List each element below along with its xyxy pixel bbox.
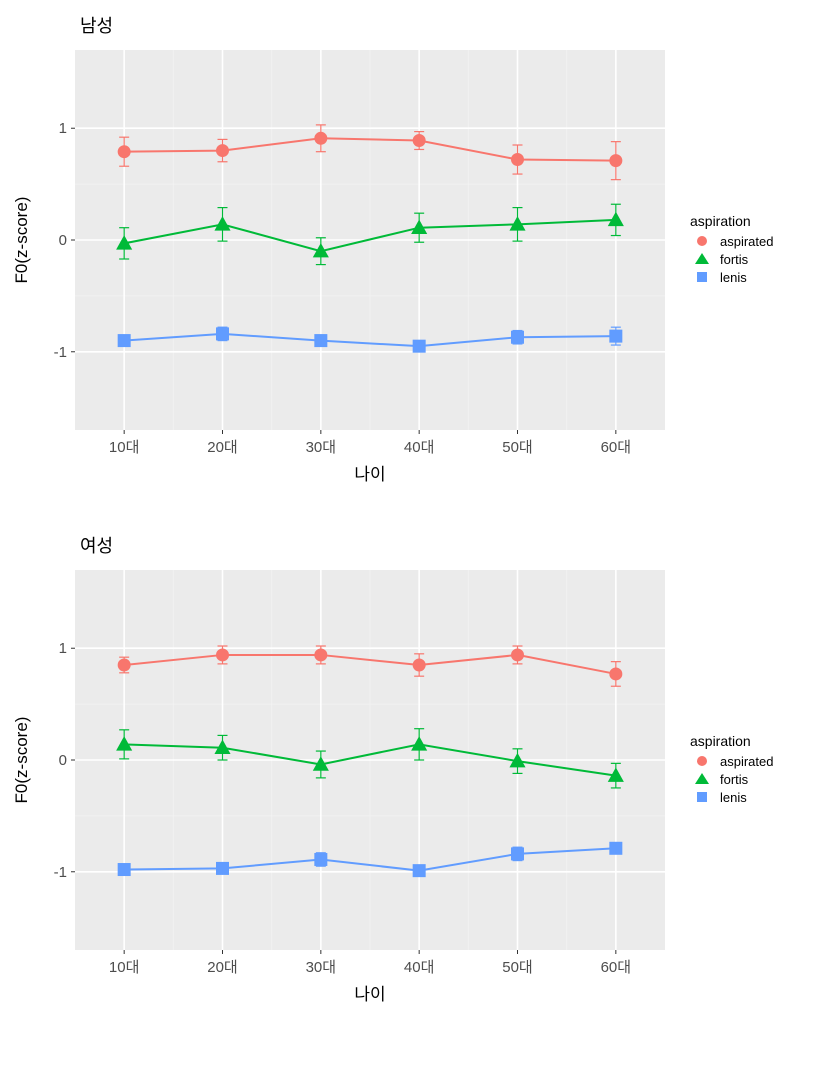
y-tick-label: 0 [59, 752, 67, 769]
marker-lenis [512, 331, 524, 343]
y-tick-label: 1 [59, 640, 67, 657]
marker-aspirated [118, 146, 130, 158]
marker-aspirated [217, 145, 229, 157]
marker-lenis [610, 842, 622, 854]
x-tick-label: 10대 [109, 439, 140, 456]
legend: aspiration aspirated fortis lenis [690, 213, 773, 287]
legend-item-lenis: lenis [690, 789, 773, 805]
y-tick-label: -1 [54, 864, 67, 881]
circle-icon [690, 753, 714, 769]
chart-panel: -1 0 1 10대 20대 30대 40대 50대 60대 F0(z-score) 나이 여성 [0, 520, 680, 1020]
legend: aspiration aspirated fortis lenis [690, 733, 773, 807]
x-tick-label: 30대 [306, 959, 337, 976]
x-tick-label: 10대 [109, 959, 140, 976]
legend-label: aspirated [720, 754, 773, 769]
chart-row: -1 0 1 10대 20대 30대 40대 50대 60대 F0(z-score) 나이 여성 asp… [0, 520, 827, 1020]
triangle-icon [690, 771, 714, 787]
marker-lenis [118, 335, 130, 347]
triangle-icon [690, 251, 714, 267]
legend-label: fortis [720, 772, 748, 787]
y-tick-label: 1 [59, 120, 67, 137]
square-icon [690, 269, 714, 285]
x-tick-label: 20대 [207, 439, 238, 456]
marker-aspirated [610, 155, 622, 167]
marker-lenis [610, 330, 622, 342]
legend-label: aspirated [720, 234, 773, 249]
x-tick-label: 30대 [306, 439, 337, 456]
legend-label: lenis [720, 270, 747, 285]
y-axis-title: F0(z-score) [12, 197, 31, 284]
marker-lenis [217, 862, 229, 874]
marker-aspirated [217, 649, 229, 661]
x-tick-label: 50대 [502, 439, 533, 456]
legend-item-aspirated: aspirated [690, 753, 773, 769]
marker-aspirated [118, 659, 130, 671]
x-tick-label: 50대 [502, 959, 533, 976]
marker-aspirated [512, 649, 524, 661]
legend-label: fortis [720, 252, 748, 267]
marker-aspirated [315, 649, 327, 661]
circle-icon [690, 233, 714, 249]
square-icon [690, 789, 714, 805]
chart-title: 남성 [80, 16, 113, 36]
chart-title: 여성 [80, 536, 113, 556]
legend-item-fortis: fortis [690, 771, 773, 787]
x-tick-label: 40대 [404, 439, 435, 456]
x-tick-label: 20대 [207, 959, 238, 976]
x-axis-title: 나이 [354, 465, 385, 484]
marker-aspirated [413, 135, 425, 147]
marker-lenis [315, 335, 327, 347]
marker-lenis [118, 864, 130, 876]
x-tick-label: 60대 [601, 959, 632, 976]
legend-title: aspiration [690, 733, 773, 749]
legend-item-aspirated: aspirated [690, 233, 773, 249]
legend-item-fortis: fortis [690, 251, 773, 267]
y-axis-title: F0(z-score) [12, 717, 31, 804]
marker-aspirated [512, 154, 524, 166]
y-tick-label: -1 [54, 344, 67, 361]
marker-lenis [413, 340, 425, 352]
marker-lenis [413, 865, 425, 877]
marker-aspirated [315, 132, 327, 144]
marker-lenis [315, 853, 327, 865]
marker-aspirated [610, 668, 622, 680]
x-tick-label: 60대 [601, 439, 632, 456]
marker-lenis [217, 328, 229, 340]
legend-title: aspiration [690, 213, 773, 229]
legend-label: lenis [720, 790, 747, 805]
x-axis-title: 나이 [354, 985, 385, 1004]
y-tick-label: 0 [59, 232, 67, 249]
legend-item-lenis: lenis [690, 269, 773, 285]
marker-aspirated [413, 659, 425, 671]
marker-lenis [512, 848, 524, 860]
chart-panel: -1 0 1 10대 20대 30대 40대 50대 60대 F0(z-score) 나이 남성 [0, 0, 680, 500]
x-tick-label: 40대 [404, 959, 435, 976]
chart-row: -1 0 1 10대 20대 30대 40대 50대 60대 F0(z-score) 나이 남성 asp… [0, 0, 827, 500]
